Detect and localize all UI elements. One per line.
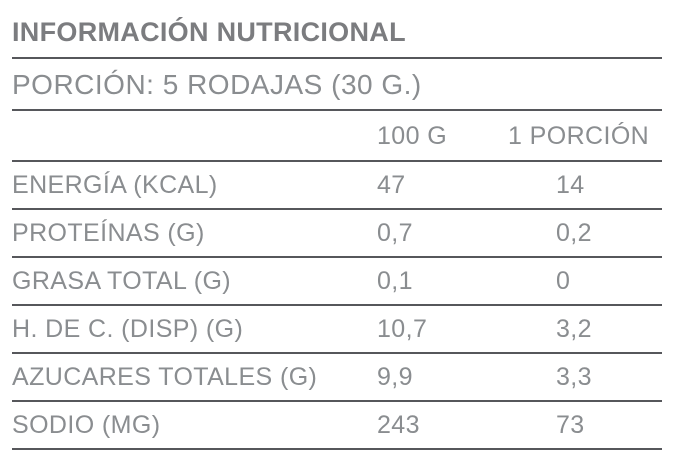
value-per-100g: 0,1: [377, 266, 413, 295]
table-row-energia: ENERGÍA (KCAL) 47 14: [12, 162, 662, 210]
value-per-portion: 14: [556, 170, 585, 199]
value-per-100g: 243: [377, 410, 420, 439]
table-row-proteinas: PROTEÍNAS (G) 0,7 0,2: [12, 210, 662, 258]
value-per-portion: 73: [556, 410, 585, 439]
table-row-h-de-c: H. DE C. (DISP) (G) 10,7 3,2: [12, 306, 662, 354]
nutrient-label: PROTEÍNAS (G): [12, 218, 205, 247]
value-per-portion: 3,2: [556, 314, 592, 343]
panel-title: INFORMACIÓN NUTRICIONAL: [12, 17, 406, 47]
value-per-portion: 3,3: [556, 362, 592, 391]
value-per-100g: 9,9: [377, 362, 413, 391]
panel-title-row: INFORMACIÓN NUTRICIONAL: [12, 0, 662, 59]
nutrient-label: AZUCARES TOTALES (G): [12, 362, 318, 391]
value-per-100g: 47: [377, 170, 406, 199]
value-per-portion: 0,2: [556, 218, 592, 247]
table-row-sodio: SODIO (MG) 243 73: [12, 402, 662, 450]
portion-text: PORCIÓN: 5 RODAJAS (30 G.): [12, 69, 422, 100]
nutrient-label: ENERGÍA (KCAL): [12, 170, 218, 199]
nutrient-label: H. DE C. (DISP) (G): [12, 314, 244, 343]
portion-row: PORCIÓN: 5 RODAJAS (30 G.): [12, 59, 662, 111]
nutrient-label: SODIO (MG): [12, 410, 161, 439]
value-per-portion: 0: [556, 266, 571, 295]
nutrient-label: GRASA TOTAL (G): [12, 266, 232, 295]
value-per-100g: 10,7: [377, 314, 428, 343]
column-header-100g: 100 G: [377, 122, 448, 150]
table-header-row: 100 G 1 PORCIÓN: [12, 111, 662, 162]
value-per-100g: 0,7: [377, 218, 413, 247]
table-row-azucares-totales: AZUCARES TOTALES (G) 9,9 3,3: [12, 354, 662, 402]
column-header-portion: 1 PORCIÓN: [508, 122, 650, 150]
table-row-grasa-total: GRASA TOTAL (G) 0,1 0: [12, 258, 662, 306]
